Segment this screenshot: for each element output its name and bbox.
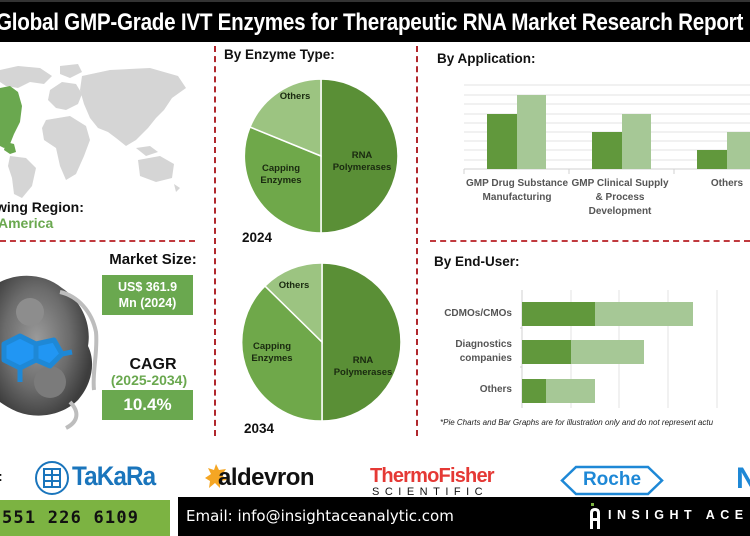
pie-chart-2034 — [242, 262, 402, 422]
roche-hexagon-icon — [560, 465, 664, 496]
thermofisher-logo: ThermoFisher SCIENTIFIC — [370, 466, 500, 498]
thermofisher-logo-text: ThermoFisher — [370, 465, 495, 487]
pie-2034-rna-line1: RNA — [352, 355, 374, 366]
divider-right-horizontal — [430, 240, 750, 242]
pie-2024-label-capping: Capping Enzymes — [256, 163, 306, 187]
end-user-ylabel-2: Diagnostics companies — [430, 338, 512, 366]
pie-2034-label-capping: Capping Enzymes — [246, 341, 298, 365]
pie-2034-capping-line1: Capping — [253, 341, 291, 352]
application-xlabel-1-line1: GMP Drug Substance — [465, 178, 569, 189]
thermofisher-scientific-text: SCIENTIFIC — [372, 486, 489, 498]
world-map-icon — [0, 64, 186, 198]
end-user-title: By End-User: — [434, 254, 520, 269]
application-xlabel-2-line3: Development — [588, 206, 652, 217]
roche-logo: Roche — [560, 465, 664, 496]
takara-logo: TaKaRa — [34, 460, 156, 496]
takara-logo-text: TaKaRa — [72, 461, 156, 491]
application-xlabel-1-line2: Manufacturing — [482, 192, 552, 203]
application-title: By Application: — [437, 51, 536, 66]
end-user-ylabel-3: Others — [479, 384, 512, 395]
application-xlabel-1: GMP Drug Substance Manufacturing — [462, 177, 572, 205]
application-xlabel-3: Others — [710, 178, 744, 189]
fastest-region-value: America — [0, 215, 54, 231]
pie-2024-rna-line1: RNA — [351, 150, 373, 161]
aldevron-sun-icon — [205, 464, 227, 488]
fastest-region-label: wing Region: — [0, 199, 84, 215]
aldevron-logo-text: aldevron — [218, 464, 315, 491]
header-bar: Global GMP-Grade IVT Enzymes for Therape… — [0, 0, 750, 42]
end-user-ylabel-2-line2: companies — [459, 353, 512, 364]
takara-emblem-icon — [35, 461, 69, 495]
insightace-brand-text: INSIGHT ACE A — [608, 508, 750, 522]
pie-2034-year: 2034 — [244, 421, 275, 436]
protein-molecule-icon — [0, 275, 99, 430]
divider-left-horizontal — [0, 240, 195, 242]
application-xlabel-2-line1: GMP Clinical Supply — [571, 178, 669, 189]
divider-left — [214, 46, 216, 436]
market-size-value-box: US$ 361.9 Mn (2024) — [102, 275, 193, 315]
disclaimer-note: *Pie Charts and Bar Graphs are for illus… — [440, 418, 714, 427]
roche-logo-text: Roche — [582, 469, 642, 490]
market-size-value: US$ 361.9 — [117, 280, 178, 294]
pie-2034-capping-line2: Enzymes — [251, 353, 293, 364]
pie-2024-label-others: Others — [279, 91, 311, 102]
insightace-logo-icon — [590, 503, 600, 529]
phone-number[interactable]: 551 226 6109 — [2, 508, 140, 528]
cagr-period: (2025-2034) — [110, 372, 188, 388]
application-bar-chart — [463, 84, 750, 174]
application-xlabel-2-line2: & Process — [595, 192, 645, 203]
phone-box: 551 226 6109 — [0, 500, 170, 536]
aldevron-logo: aldevron — [205, 462, 315, 494]
end-user-bar-chart — [520, 290, 718, 408]
key-players-label: : — [0, 468, 3, 484]
divider-right — [416, 46, 418, 436]
pie-2034-rna-line2: Polymerases — [333, 367, 393, 378]
pie-2034-label-rna: RNA Polymerases — [332, 355, 394, 379]
pie-2024-capping-line1: Capping — [262, 163, 300, 174]
pie-2024-label-rna: RNA Polymerases — [332, 150, 392, 174]
email-link[interactable]: Email: info@insightaceanalytic.com — [186, 507, 454, 525]
pie-2024-year: 2024 — [242, 230, 273, 245]
email-bar: Email: info@insightaceanalytic.com INSIG… — [178, 497, 750, 536]
pie-2024-capping-line2: Enzymes — [260, 175, 302, 186]
end-user-ylabel-2-line1: Diagnostics — [455, 339, 512, 350]
end-user-ylabel-1: CDMOs/CMOs — [444, 308, 512, 319]
market-size-label: Market Size: — [109, 251, 197, 268]
pie-2024-rna-line2: Polymerases — [332, 162, 392, 173]
pie-2034-label-others: Others — [278, 280, 310, 291]
cagr-value: 10.4% — [102, 390, 193, 420]
enzyme-type-title: By Enzyme Type: — [224, 47, 335, 62]
partial-logo: N — [736, 462, 750, 495]
pie-chart-2024 — [243, 78, 399, 234]
market-size-year: Mn (2024) — [118, 296, 177, 310]
cagr-label: CAGR — [129, 356, 177, 373]
page-title: Global GMP-Grade IVT Enzymes for Therape… — [0, 9, 744, 36]
application-xlabel-2: GMP Clinical Supply & Process Developmen… — [568, 177, 672, 219]
